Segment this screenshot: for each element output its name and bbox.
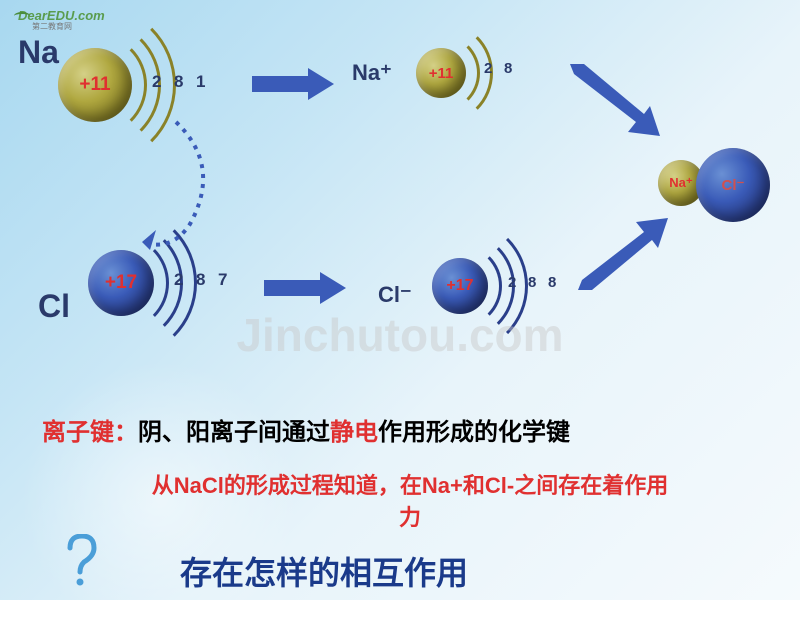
na-e3: 1 bbox=[196, 72, 205, 92]
proc-cl: Cl- bbox=[485, 473, 514, 498]
cl-e3: 7 bbox=[218, 270, 227, 290]
dotted-electron-arrow bbox=[120, 116, 230, 256]
clminus-e1: 2 bbox=[508, 274, 516, 291]
cl-nucleus: +17 bbox=[88, 250, 154, 316]
proc-nacl: NaCl bbox=[174, 473, 224, 498]
clminus-e2: 8 bbox=[528, 274, 536, 291]
naplus-e2: 8 bbox=[504, 60, 512, 77]
question-icon bbox=[62, 534, 102, 590]
naplus-e1: 2 bbox=[484, 60, 492, 77]
def-mid1: 阴、阳离子间通过 bbox=[138, 419, 330, 446]
product-cl-label: Cl⁻ bbox=[722, 176, 745, 194]
clminus-label: Cl⁻ bbox=[378, 282, 412, 308]
naplus-nucleus: +11 bbox=[416, 48, 466, 98]
arrow-clminus-to-product bbox=[578, 214, 668, 290]
def-mid2: 作用形成的化学键 bbox=[378, 419, 570, 446]
def-pre: 离子键： bbox=[42, 419, 138, 446]
product-na-label: Na⁺ bbox=[669, 175, 692, 191]
product-cl: Cl⁻ bbox=[696, 148, 770, 222]
cl-charge: +17 bbox=[105, 272, 137, 294]
cl-e2: 8 bbox=[196, 270, 205, 290]
logo: DearEDU.com 第二教育网 bbox=[18, 8, 105, 32]
proc-pre: 从 bbox=[152, 473, 174, 498]
definition-text: 离子键：阴、阳离子间通过静电作用形成的化学键 bbox=[42, 412, 570, 447]
na-e2: 8 bbox=[174, 72, 183, 92]
cl-label: Cl bbox=[38, 288, 70, 325]
proc-tail: 力 bbox=[399, 505, 421, 530]
arrow-cl-to-clminus bbox=[264, 270, 346, 306]
arrow-na-to-naplus bbox=[252, 66, 334, 102]
proc-mid1: 的形成过程知道，在 bbox=[224, 473, 422, 498]
naplus-charge: +11 bbox=[429, 65, 454, 82]
clminus-atom: +17 2 8 8 bbox=[432, 258, 488, 314]
proc-and: 和 bbox=[463, 473, 485, 498]
naplus-atom: +11 2 8 bbox=[416, 48, 466, 98]
cl-atom: +17 2 8 7 bbox=[88, 250, 154, 316]
na-label: Na bbox=[18, 34, 59, 71]
def-red: 静电 bbox=[330, 419, 378, 446]
process-text: 从NaCl的形成过程知道，在Na+和Cl-之间存在着作用力 bbox=[60, 468, 760, 532]
clminus-nucleus: +17 bbox=[432, 258, 488, 314]
cl-e1: 2 bbox=[174, 270, 183, 290]
na-charge: +11 bbox=[79, 74, 110, 96]
clminus-e3: 8 bbox=[548, 274, 556, 291]
proc-na: Na+ bbox=[422, 473, 463, 498]
na-e1: 2 bbox=[152, 72, 161, 92]
proc-mid2: 之间存在着作用 bbox=[514, 473, 668, 498]
na-atom: +11 2 8 1 bbox=[58, 48, 132, 122]
clminus-charge: +17 bbox=[446, 277, 473, 295]
naplus-label: Na⁺ bbox=[352, 60, 392, 86]
na-nucleus: +11 bbox=[58, 48, 132, 122]
question-text: 存在怎样的相互作用 bbox=[180, 548, 468, 594]
arrow-naplus-to-product bbox=[570, 64, 660, 140]
